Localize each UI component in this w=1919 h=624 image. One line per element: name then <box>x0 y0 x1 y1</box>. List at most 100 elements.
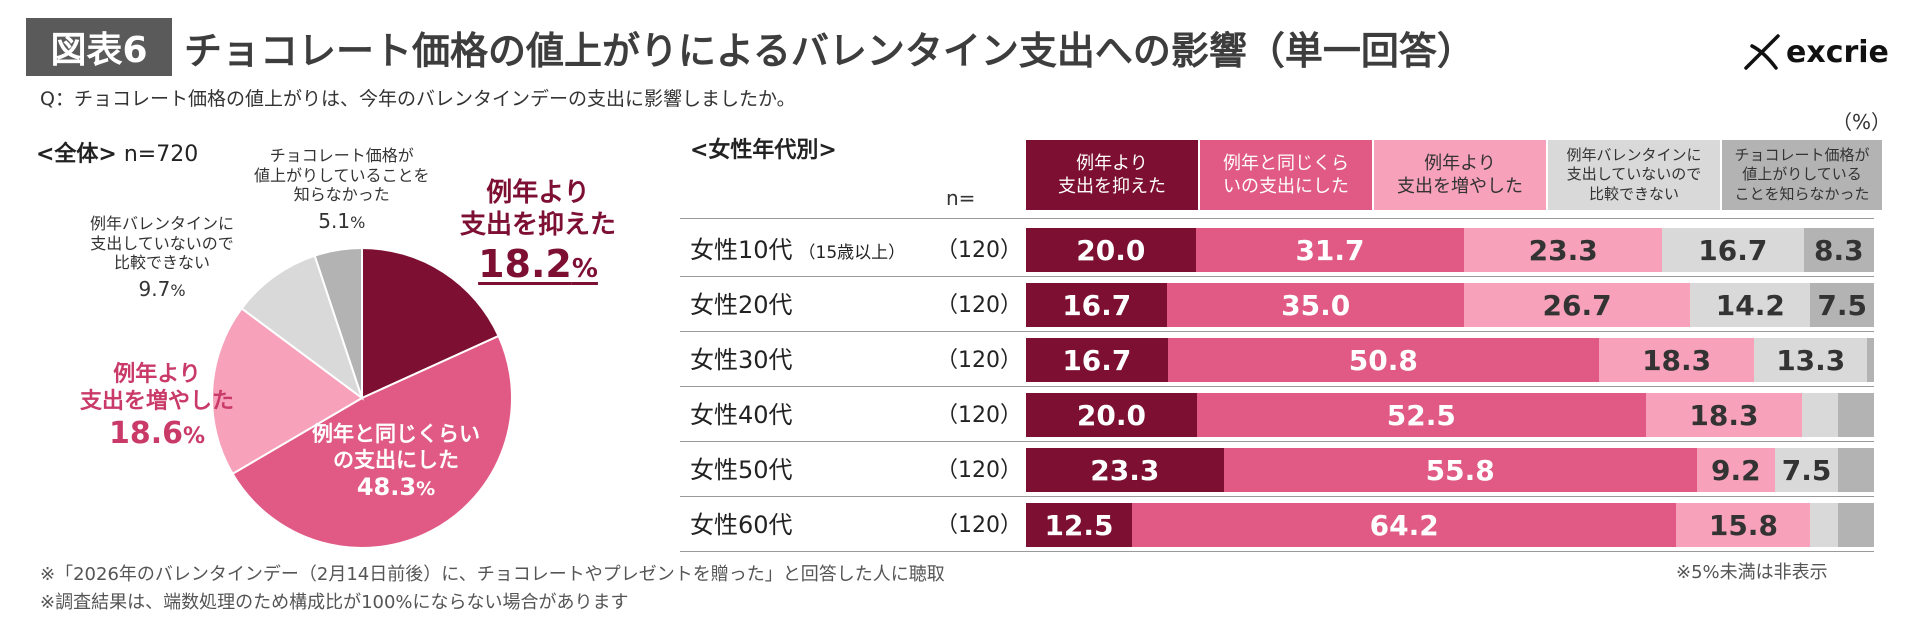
bar-segment: 15.8 <box>1676 503 1811 547</box>
bar-segment: 16.7 <box>1026 338 1168 382</box>
pie-label-increased-line2: 支出を増やした <box>80 388 235 414</box>
bar-data-label: 8.3 <box>1813 233 1864 267</box>
percent-unit: （%） <box>1832 110 1892 134</box>
bar-segment <box>1810 503 1839 547</box>
footnote-hidden-values: ※5%未満は非表示 <box>1676 562 1828 583</box>
bar-data-label: 16.7 <box>1698 233 1768 267</box>
bar-segment <box>1838 448 1874 492</box>
brand-logo: excrie <box>1742 30 1902 74</box>
row-separator <box>680 276 1874 277</box>
pie-value-cannot: 9.7 <box>138 276 171 301</box>
pie-label-same-line1: 例年と同じくらい <box>312 422 480 446</box>
bar-segment <box>1802 393 1839 437</box>
row-label: 女性30代 <box>690 340 793 375</box>
bar-segment: 23.3 <box>1026 448 1224 492</box>
legend-header-same-line2: いの支出にした <box>1223 176 1349 197</box>
bar-data-label: 13.3 <box>1776 343 1846 377</box>
row-separator <box>680 441 1874 442</box>
legend-header-dontknow-line1: チョコレート価格が <box>1734 145 1870 164</box>
pie-slice-suppressed <box>361 246 500 400</box>
overall-label: <全体> n=720 <box>36 136 198 168</box>
pie-slice-cannot-compare <box>240 254 364 401</box>
n-column-label: n= <box>946 186 976 210</box>
legend-header-suppressed: 例年より 支出を抑えた <box>1026 140 1198 210</box>
bar-data-label: 7.5 <box>1781 453 1832 487</box>
bar-data-label: 52.5 <box>1386 398 1456 432</box>
pie-label-suppressed-line2: 支出を抑えた <box>460 209 617 240</box>
bar-data-label: 16.7 <box>1062 288 1132 322</box>
bar-segment <box>1867 338 1874 382</box>
bar-data-label: 20.0 <box>1076 398 1147 432</box>
bar-data-label: 23.3 <box>1090 453 1160 487</box>
pie-pct-dontknow: % <box>350 212 366 232</box>
bar-data-label: 55.8 <box>1425 453 1495 487</box>
row-n: （120） <box>936 403 1022 428</box>
bar-segment: 13.3 <box>1754 338 1868 382</box>
pie-pct-suppressed: % <box>571 254 598 285</box>
bar-data-label: 50.8 <box>1348 343 1418 377</box>
bar-segment: 23.3 <box>1464 228 1662 272</box>
row-label: 女性40代 <box>690 395 793 430</box>
figure-badge: 図表6 <box>26 18 172 76</box>
row-separator <box>680 331 1874 332</box>
legend-header-dontknow-line2: 値上がりしている <box>1742 165 1862 184</box>
bar-segment: 64.2 <box>1132 503 1677 547</box>
legend-header-cannot-compare-line2: 支出していないので <box>1566 165 1702 184</box>
bar-segment <box>1838 503 1874 547</box>
row-n: （120） <box>936 458 1022 483</box>
bar-segment: 31.7 <box>1195 228 1465 272</box>
pie-label-same: 例年と同じくらい の支出にした 48.3% <box>312 422 480 502</box>
legend-header-increased: 例年より 支出を増やした <box>1374 140 1546 210</box>
bar-data-label: 9.2 <box>1710 453 1761 487</box>
excrie-logo-mark-icon <box>1744 34 1780 70</box>
footnote-target: ※「2026年のバレンタインデー（2月14日前後）に、チョコレートやプレゼントを… <box>40 564 945 585</box>
bar-data-label: 16.7 <box>1062 343 1132 377</box>
bar-segment: 18.3 <box>1645 393 1803 437</box>
bar-data-label: 20.0 <box>1076 233 1146 267</box>
row-n: （120） <box>936 513 1022 538</box>
pie-label-cannot-line3: 比較できない <box>114 253 211 273</box>
pie-value-same: 48.3 <box>356 473 417 502</box>
bar-segment: 12.5 <box>1026 503 1132 547</box>
bar-segment: 55.8 <box>1223 448 1697 492</box>
bar-segment: 16.7 <box>1662 228 1804 272</box>
bar-data-label: 26.7 <box>1542 288 1612 322</box>
pie-label-dontknow: チョコレート価格が 値上がりしていることを 知らなかった 5.1% <box>254 146 430 233</box>
pie-pct-increased: % <box>183 423 206 449</box>
footnote-rounding: ※調査結果は、端数処理のため構成比が100%にならない場合があります <box>40 592 629 613</box>
legend-header-suppressed-line1: 例年より <box>1076 152 1148 174</box>
bar-segment: 50.8 <box>1167 338 1599 382</box>
pie-label-cannot-compare: 例年バレンタインに 支出していないので 比較できない 9.7% <box>90 214 234 301</box>
brand-name: excrie <box>1786 34 1889 70</box>
bar-data-label: 35.0 <box>1281 288 1351 322</box>
legend-header-cannot-compare-line1: 例年バレンタインに <box>1566 145 1702 164</box>
row-n: （120） <box>936 348 1022 373</box>
row-separator <box>680 496 1874 497</box>
bar-data-label: 14.2 <box>1715 288 1785 322</box>
bar-data-label: 18.3 <box>1689 398 1759 432</box>
row-label: 女性60代 <box>690 505 793 540</box>
bar-data-label: 12.5 <box>1044 508 1114 542</box>
legend-header-cannot-compare-line3: 比較できない <box>1588 184 1679 203</box>
bar-data-label: 18.3 <box>1642 343 1712 377</box>
survey-question: Q：チョコレート価格の値上がりは、今年のバレンタインデーの支出に影響しましたか。 <box>40 88 796 110</box>
legend-header-cannot-compare: 例年バレンタインに 支出していないので 比較できない <box>1548 140 1720 210</box>
row-n: （120） <box>936 293 1022 318</box>
row-label: 女性10代 （15歳以上） <box>690 230 905 265</box>
pie-slice-same <box>231 334 513 549</box>
overall-label-title: <全体> <box>36 142 117 167</box>
overall-pie-chart <box>211 246 513 549</box>
row-label: 女性50代 <box>690 450 793 485</box>
row-label-text: 女性10代 <box>690 236 793 264</box>
pie-label-increased: 例年より 支出を増やした 18.6% <box>80 362 234 452</box>
bar-data-label: 31.7 <box>1295 233 1365 267</box>
row-label-text: 女性20代 <box>690 291 793 319</box>
pie-label-dontknow-line3: 知らなかった <box>293 185 390 205</box>
pie-pct-same: % <box>416 478 436 501</box>
pie-value-dontknow: 5.1 <box>318 208 351 233</box>
bar-segment: 20.0 <box>1026 393 1197 437</box>
row-n: （120） <box>936 238 1022 263</box>
bar-segment: 18.3 <box>1598 338 1755 382</box>
pie-pct-cannot: % <box>170 280 186 300</box>
bar-segment: 52.5 <box>1196 393 1646 437</box>
